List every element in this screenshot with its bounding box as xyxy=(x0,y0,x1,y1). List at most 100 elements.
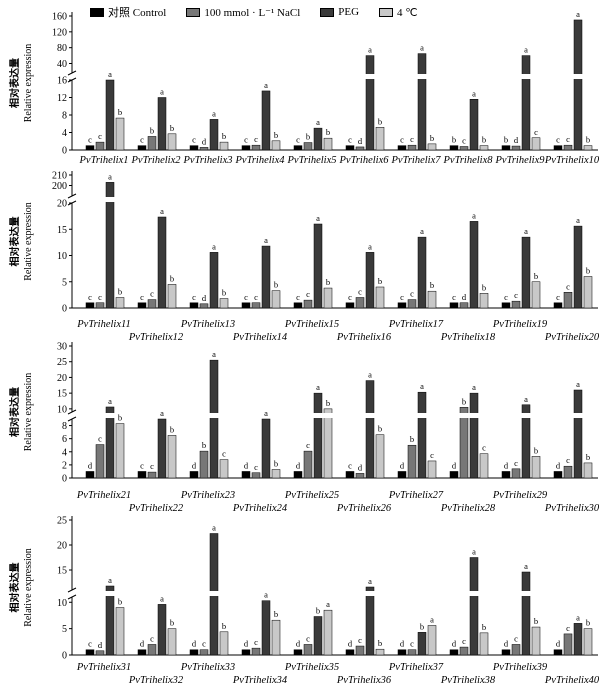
significance-label: b xyxy=(222,288,226,298)
significance-label: c xyxy=(306,289,310,299)
bar xyxy=(219,631,229,656)
bar xyxy=(511,468,521,479)
significance-label: b xyxy=(326,398,330,408)
bar xyxy=(167,435,177,479)
category-label: PvTrihelix9 xyxy=(495,155,546,166)
bar xyxy=(147,136,157,151)
y-tick-label: 5 xyxy=(62,624,67,635)
bar-break-gap xyxy=(313,413,323,418)
category-label: PvTrihelix25 xyxy=(284,490,339,501)
significance-label: a xyxy=(160,593,164,603)
bar xyxy=(271,140,281,151)
y-tick-label: 80 xyxy=(57,43,67,54)
significance-label: a xyxy=(212,241,216,251)
bar-break-gap xyxy=(417,74,427,79)
significance-label: a xyxy=(212,349,216,359)
significance-label: d xyxy=(556,460,561,470)
axis-break-mark xyxy=(67,416,77,422)
bar-break-gap xyxy=(521,591,531,596)
significance-label: d xyxy=(358,462,363,472)
significance-label: b xyxy=(482,282,486,292)
y-tick-label: 120 xyxy=(52,27,67,38)
significance-label: d xyxy=(462,292,467,302)
significance-label: a xyxy=(108,69,112,79)
significance-label: a xyxy=(420,43,424,53)
bar xyxy=(407,649,417,656)
significance-label: c xyxy=(566,281,570,291)
y-tick-label: 200 xyxy=(52,181,67,192)
bar xyxy=(95,141,105,151)
significance-label: c xyxy=(410,289,414,299)
y-tick-label: 4 xyxy=(62,128,67,139)
bar xyxy=(147,644,157,656)
bar xyxy=(479,632,489,656)
bar xyxy=(157,216,167,309)
bar xyxy=(573,389,583,479)
y-tick-label: 25 xyxy=(57,516,67,527)
significance-label: a xyxy=(472,547,476,557)
significance-label: b xyxy=(202,440,206,450)
legend-label: 对照 Control xyxy=(108,7,167,19)
bar xyxy=(105,182,115,309)
significance-label: b xyxy=(274,130,278,140)
significance-label: a xyxy=(576,612,580,622)
category-label: PvTrihelix31 xyxy=(76,662,131,673)
significance-label: a xyxy=(420,381,424,391)
bar xyxy=(417,53,427,151)
category-label: PvTrihelix32 xyxy=(128,675,184,686)
bar xyxy=(427,625,437,656)
significance-label: b xyxy=(118,597,122,607)
significance-label: a xyxy=(264,590,268,600)
bar xyxy=(583,628,593,656)
significance-label: d xyxy=(192,460,197,470)
category-label: PvTrihelix7 xyxy=(391,155,442,166)
significance-label: b xyxy=(482,135,486,145)
significance-label: b xyxy=(170,123,174,133)
bar-break-gap xyxy=(469,591,479,596)
significance-label: b xyxy=(170,424,174,434)
bar xyxy=(563,633,573,656)
bar xyxy=(375,648,385,656)
bar xyxy=(531,456,541,479)
bar-break-gap xyxy=(521,74,531,79)
bar xyxy=(479,145,489,151)
axis-break-mark xyxy=(67,193,77,199)
bar xyxy=(303,142,313,151)
bar xyxy=(511,644,521,656)
significance-label: c xyxy=(534,127,538,137)
significance-label: b xyxy=(222,621,226,631)
bar xyxy=(521,236,531,309)
bar-break-gap xyxy=(105,413,115,418)
category-label: PvTrihelix35 xyxy=(284,662,339,673)
significance-label: c xyxy=(202,639,206,649)
y-axis-title-en: Relative expression xyxy=(23,202,34,281)
bar-break-gap xyxy=(105,591,115,596)
significance-label: b xyxy=(222,131,226,141)
bar xyxy=(501,145,511,151)
significance-label: b xyxy=(378,424,382,434)
significance-label: c xyxy=(400,135,404,145)
significance-label: d xyxy=(88,460,93,470)
category-label: PvTrihelix10 xyxy=(544,155,600,166)
significance-label: d xyxy=(556,639,561,649)
significance-label: c xyxy=(462,636,466,646)
y-tick-label: 10 xyxy=(57,404,67,415)
y-tick-label: 5 xyxy=(62,277,67,288)
significance-label: b xyxy=(150,125,154,135)
bar xyxy=(501,471,511,479)
significance-label: c xyxy=(348,292,352,302)
bar xyxy=(323,408,333,479)
category-label: PvTrihelix12 xyxy=(128,332,184,343)
bar xyxy=(407,299,417,309)
category-label: PvTrihelix16 xyxy=(336,332,392,343)
bar xyxy=(95,444,105,479)
significance-label: c xyxy=(98,434,102,444)
significance-label: c xyxy=(514,458,518,468)
bar xyxy=(573,19,583,151)
bar xyxy=(85,471,95,479)
significance-label: c xyxy=(244,292,248,302)
legend-label: 4 ℃ xyxy=(397,6,418,19)
significance-label: b xyxy=(326,127,330,137)
bar xyxy=(189,145,199,151)
